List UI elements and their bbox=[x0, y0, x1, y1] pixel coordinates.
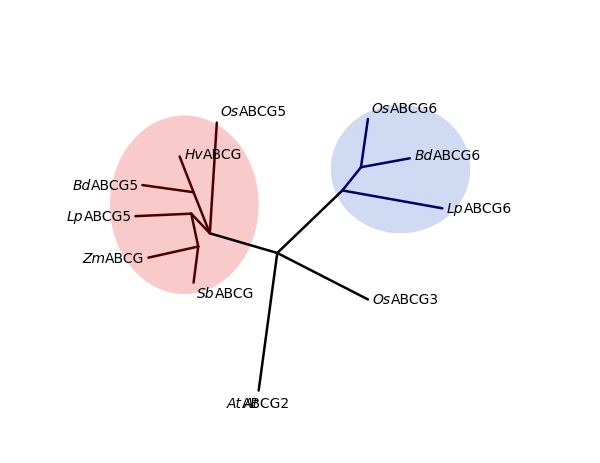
Text: Os: Os bbox=[371, 101, 390, 115]
Text: ABCG3: ABCG3 bbox=[391, 293, 439, 307]
Text: ABCG5: ABCG5 bbox=[239, 105, 287, 119]
Text: At: At bbox=[227, 396, 242, 410]
Text: Bd: Bd bbox=[415, 149, 433, 163]
Text: Bd: Bd bbox=[73, 179, 91, 193]
Text: Os: Os bbox=[373, 293, 391, 307]
Text: Zm: Zm bbox=[82, 251, 106, 265]
Ellipse shape bbox=[331, 106, 470, 234]
Text: ABCG5: ABCG5 bbox=[91, 179, 139, 193]
Text: Os: Os bbox=[221, 105, 239, 119]
Text: ABCG6: ABCG6 bbox=[390, 101, 438, 115]
Text: ABCG6: ABCG6 bbox=[433, 149, 481, 163]
Text: ABCG6: ABCG6 bbox=[464, 202, 512, 216]
Text: Hv: Hv bbox=[184, 147, 203, 161]
Text: ABCG5: ABCG5 bbox=[83, 210, 132, 224]
Text: Lp: Lp bbox=[447, 202, 464, 216]
Text: At: At bbox=[244, 396, 259, 410]
Ellipse shape bbox=[110, 116, 259, 294]
Text: ABCG2: ABCG2 bbox=[242, 396, 290, 410]
Text: ABCG: ABCG bbox=[215, 287, 254, 300]
Text: ABCG: ABCG bbox=[106, 251, 145, 265]
Text: Lp: Lp bbox=[67, 210, 83, 224]
Text: ABCG: ABCG bbox=[203, 147, 242, 161]
Text: Sb: Sb bbox=[197, 287, 215, 300]
